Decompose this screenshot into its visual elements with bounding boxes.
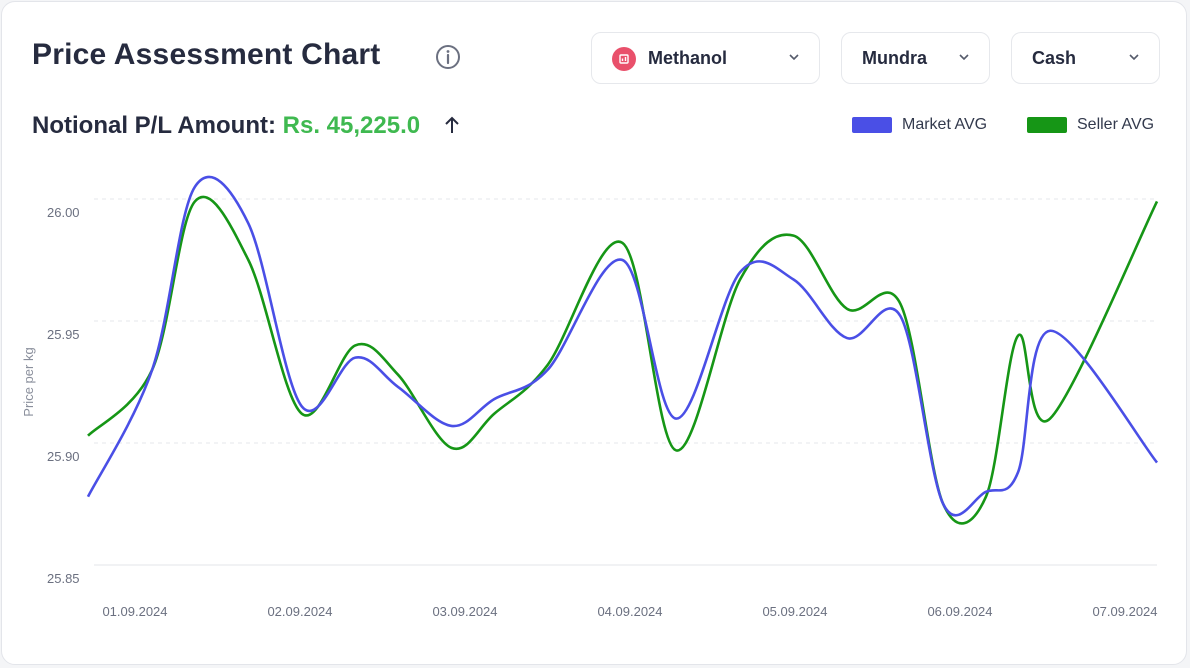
chevron-down-icon — [959, 54, 969, 61]
y-tick-label: 26.00 — [47, 205, 80, 220]
notional-pl-amount: Rs. 45,225.0 — [282, 112, 421, 139]
product-dropdown-label: Methanol — [648, 48, 727, 68]
series-line-market-avg — [86, 175, 1159, 517]
x-tick-label: 03.09.2024 — [432, 604, 497, 619]
x-tick-label: 01.09.2024 — [102, 604, 167, 619]
chevron-down-icon — [789, 54, 799, 61]
legend-swatch-market-avg — [852, 117, 892, 133]
location-dropdown[interactable]: Mundra — [841, 32, 990, 84]
bar-chart-icon — [612, 47, 636, 71]
y-axis-label: Price per kg — [21, 347, 36, 416]
type-dropdown[interactable]: Cash — [1011, 32, 1160, 84]
type-dropdown-label: Cash — [1032, 48, 1077, 68]
legend-swatch-seller-avg — [1027, 117, 1067, 133]
y-tick-label: 25.95 — [47, 327, 80, 342]
chevron-down-icon — [1129, 54, 1139, 61]
y-tick-label: 25.85 — [47, 571, 80, 586]
product-dropdown[interactable]: Methanol — [591, 32, 820, 84]
legend-label-seller-avg: Seller AVG — [1077, 116, 1155, 133]
legend-label-market-avg: Market AVG — [902, 116, 988, 133]
page-title: Price Assessment Chart — [32, 38, 381, 71]
info-circle-icon[interactable] — [435, 44, 461, 70]
arrow-up-icon — [445, 116, 459, 133]
y-tick-label: 25.90 — [47, 449, 80, 464]
x-tick-label: 02.09.2024 — [267, 604, 332, 619]
x-tick-label: 05.09.2024 — [762, 604, 827, 619]
x-tick-label: 04.09.2024 — [597, 604, 662, 619]
notional-pl-label: Notional P/L Amount: — [32, 112, 276, 139]
x-tick-label: 06.09.2024 — [927, 604, 992, 619]
location-dropdown-label: Mundra — [862, 48, 927, 68]
series-line-seller-avg — [87, 195, 1159, 525]
notional-pl: Notional P/L Amount: Rs. 45,225.0 — [32, 112, 420, 140]
x-tick-label: 07.09.2024 — [1092, 604, 1157, 619]
